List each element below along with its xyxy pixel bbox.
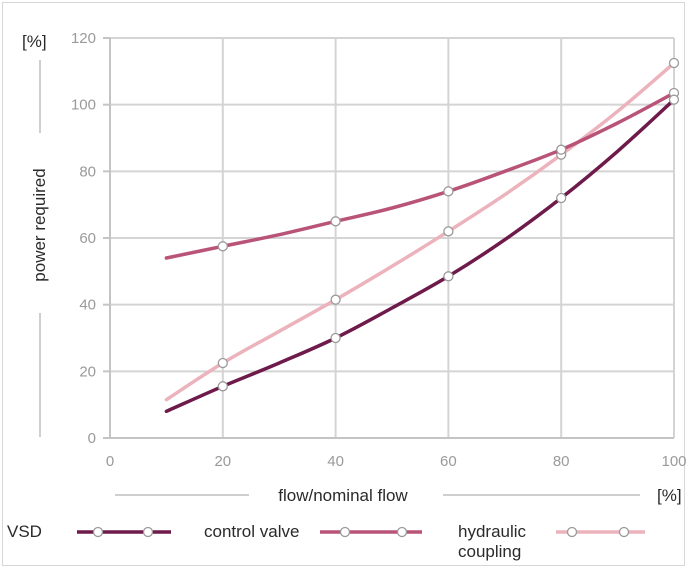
y-tick-label: 60	[79, 230, 96, 247]
data-point-control-valve	[330, 216, 341, 227]
x-axis-unit: [%]	[657, 486, 682, 505]
data-point-hydraulic	[217, 357, 228, 369]
series-line-vsd	[164, 97, 676, 414]
tick-labels: 0 20 40 60 80 100 120 0 20 40 60 80 100	[71, 30, 687, 470]
legend-label: VSD	[7, 522, 42, 541]
y-tick-label: 80	[79, 163, 96, 180]
x-axis-title: flow/nominal flow	[278, 486, 408, 505]
series-control-valve	[164, 87, 680, 260]
x-tick-label: 40	[327, 453, 344, 470]
series-layer	[164, 57, 680, 414]
data-point-vsd	[668, 94, 680, 105]
data-point-control-valve	[217, 241, 228, 252]
legend-item-vsd: VSD	[7, 522, 171, 541]
legend-swatch-marker	[339, 526, 351, 538]
x-tick-label: 60	[440, 453, 457, 470]
legend-swatch-marker	[396, 526, 408, 538]
x-tick-label: 100	[661, 453, 686, 470]
data-point-vsd	[443, 271, 454, 282]
legend-label: coupling	[458, 542, 521, 561]
series-hydraulic	[164, 57, 680, 402]
data-point-vsd	[330, 332, 341, 344]
y-tick-label: 0	[88, 430, 96, 447]
data-point-control-valve	[443, 186, 454, 197]
legend-swatch-marker	[142, 526, 154, 538]
y-tick-label: 100	[71, 97, 96, 114]
data-point-hydraulic	[330, 294, 341, 305]
legend-item-control-valve: control valve	[204, 522, 422, 541]
x-tick-label: 80	[553, 453, 570, 470]
y-axis-unit: [%]	[22, 32, 47, 51]
x-tick-label: 0	[106, 453, 114, 470]
legend-label: hydraulic	[458, 522, 527, 541]
data-point-vsd	[217, 381, 228, 392]
grid	[109, 37, 675, 439]
y-axis-title: power required	[30, 168, 49, 281]
series-line-control-valve	[164, 91, 676, 260]
axes	[103, 37, 674, 439]
y-tick-label: 120	[71, 30, 96, 47]
legend-swatch-marker	[618, 526, 630, 538]
legend-swatch-marker	[566, 526, 578, 538]
data-point-control-valve	[556, 144, 567, 155]
legend-swatch-marker	[92, 526, 104, 538]
data-point-hydraulic	[443, 226, 454, 237]
data-point-hydraulic	[668, 57, 680, 69]
y-tick-label: 20	[79, 363, 96, 380]
y-tick-label: 40	[79, 297, 96, 314]
data-point-vsd	[556, 192, 567, 204]
x-tick-label: 20	[214, 453, 231, 470]
series-vsd	[164, 94, 680, 414]
series-line-hydraulic	[164, 61, 676, 402]
legend-label: control valve	[204, 522, 299, 541]
